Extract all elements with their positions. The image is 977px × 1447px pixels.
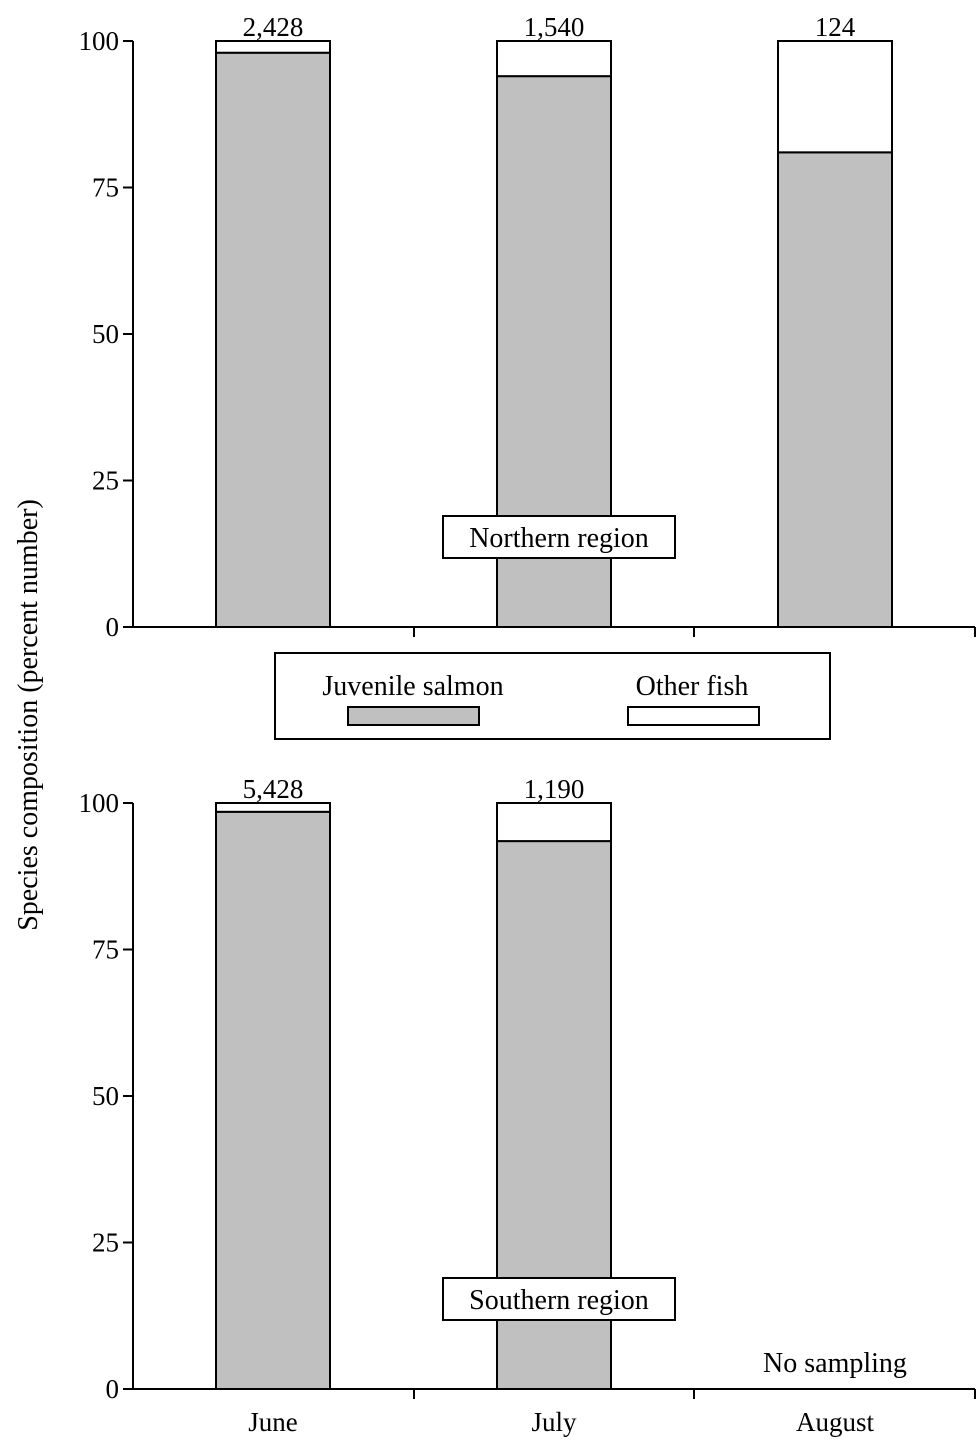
bar-other-fish-july xyxy=(496,802,612,843)
region-label-box xyxy=(442,1277,676,1321)
bar-other-fish-july xyxy=(496,40,612,78)
bar-juvenile-salmon-june xyxy=(215,51,331,629)
y-tick-label: 100 xyxy=(79,26,120,56)
legend-swatch-other-fish xyxy=(627,706,760,726)
y-tick-label: 75 xyxy=(92,935,119,965)
y-tick-label: 75 xyxy=(92,173,119,203)
legend-swatch-juvenile-salmon xyxy=(347,706,480,726)
x-tick-label-june: June xyxy=(248,1407,298,1437)
y-tick-label: 25 xyxy=(92,1228,119,1258)
no-sampling-annotation: No sampling xyxy=(763,1348,907,1379)
legend: Juvenile salmon Other fish xyxy=(274,652,831,740)
y-tick-label: 100 xyxy=(79,788,120,818)
legend-label-other-fish: Other fish xyxy=(636,671,749,702)
bar-juvenile-salmon-june xyxy=(215,810,331,1390)
region-label-box xyxy=(442,515,676,559)
region-label: Northern region xyxy=(469,523,649,554)
x-tick-label-july: July xyxy=(531,1407,577,1437)
bar-other-fish-june xyxy=(215,802,331,813)
region-label: Southern region xyxy=(469,1285,649,1316)
y-tick-label: 0 xyxy=(106,1374,120,1404)
sample-count-label: 5,428 xyxy=(243,774,304,804)
bar-juvenile-salmon-august xyxy=(777,151,893,628)
sample-count-label: 1,540 xyxy=(524,12,585,42)
y-tick-label: 25 xyxy=(92,466,119,496)
bar-other-fish-august xyxy=(777,40,893,154)
y-tick-label: 0 xyxy=(106,612,120,642)
y-tick-label: 50 xyxy=(92,319,119,349)
sample-count-label: 124 xyxy=(815,12,856,42)
y-tick-label: 50 xyxy=(92,1081,119,1111)
sample-count-label: 2,428 xyxy=(243,12,304,42)
bar-other-fish-june xyxy=(215,40,331,54)
x-tick-label-august: August xyxy=(796,1407,875,1437)
northern-region-panel: 0 25 50 75 100 2,428 1,540 124 Northern region xyxy=(79,12,976,642)
southern-region-panel: 0 25 50 75 100 5,428 1,190 Southern region No sa… xyxy=(79,774,976,1437)
legend-label-juvenile-salmon: Juvenile salmon xyxy=(322,671,503,702)
y-axis-label: Species composition (percent number) xyxy=(13,499,44,931)
sample-count-label: 1,190 xyxy=(524,774,585,804)
